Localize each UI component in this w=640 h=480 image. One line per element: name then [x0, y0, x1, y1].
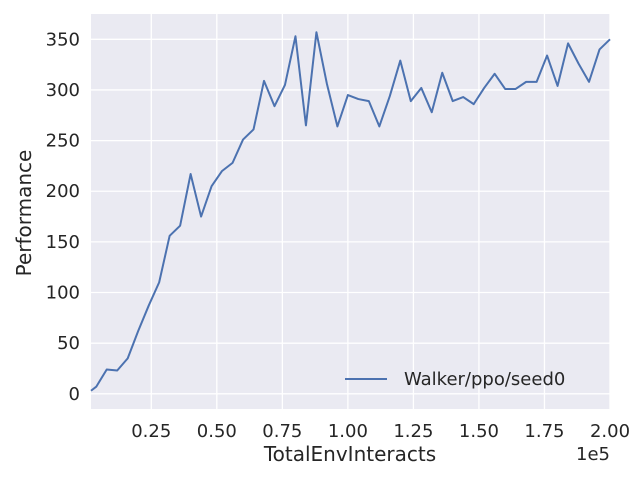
- x-axis-label: TotalEnvInteracts: [263, 442, 436, 466]
- series-layer: [90, 31, 611, 392]
- y-axis-label: Performance: [12, 150, 36, 277]
- y-tick-label: 50: [57, 333, 80, 354]
- y-tick-label: 300: [46, 80, 80, 101]
- x-tick-label: 0.75: [262, 421, 302, 442]
- x-tick-label: 0.50: [197, 421, 237, 442]
- series-line: [90, 31, 611, 392]
- y-tick-label: 0: [69, 384, 80, 405]
- x-gridlines: [150, 14, 611, 409]
- legend: Walker/ppo/seed0: [345, 369, 565, 390]
- y-tick-label: 100: [46, 283, 80, 304]
- x-tick-labels: 0.25 0.50 0.75 1.00 1.25 1.50 1.75 2.00: [131, 421, 630, 442]
- x-tick-label: 1.50: [459, 421, 499, 442]
- y-tick-label: 250: [46, 131, 80, 152]
- y-tick-labels: 0 50 100 150 200 250 300 350: [46, 29, 80, 404]
- y-tick-label: 350: [46, 29, 80, 50]
- plot-background: [91, 14, 610, 409]
- x-tick-label: 0.25: [131, 421, 171, 442]
- y-gridlines: [91, 38, 610, 395]
- x-tick-label: 1.00: [328, 421, 368, 442]
- x-tick-label: 1.75: [524, 421, 564, 442]
- x-offset-label: 1e5: [576, 444, 610, 465]
- x-tick-label: 1.25: [393, 421, 433, 442]
- x-tick-label: 2.00: [590, 421, 630, 442]
- y-tick-label: 150: [46, 232, 80, 253]
- legend-label: Walker/ppo/seed0: [404, 369, 565, 390]
- y-tick-label: 200: [46, 181, 80, 202]
